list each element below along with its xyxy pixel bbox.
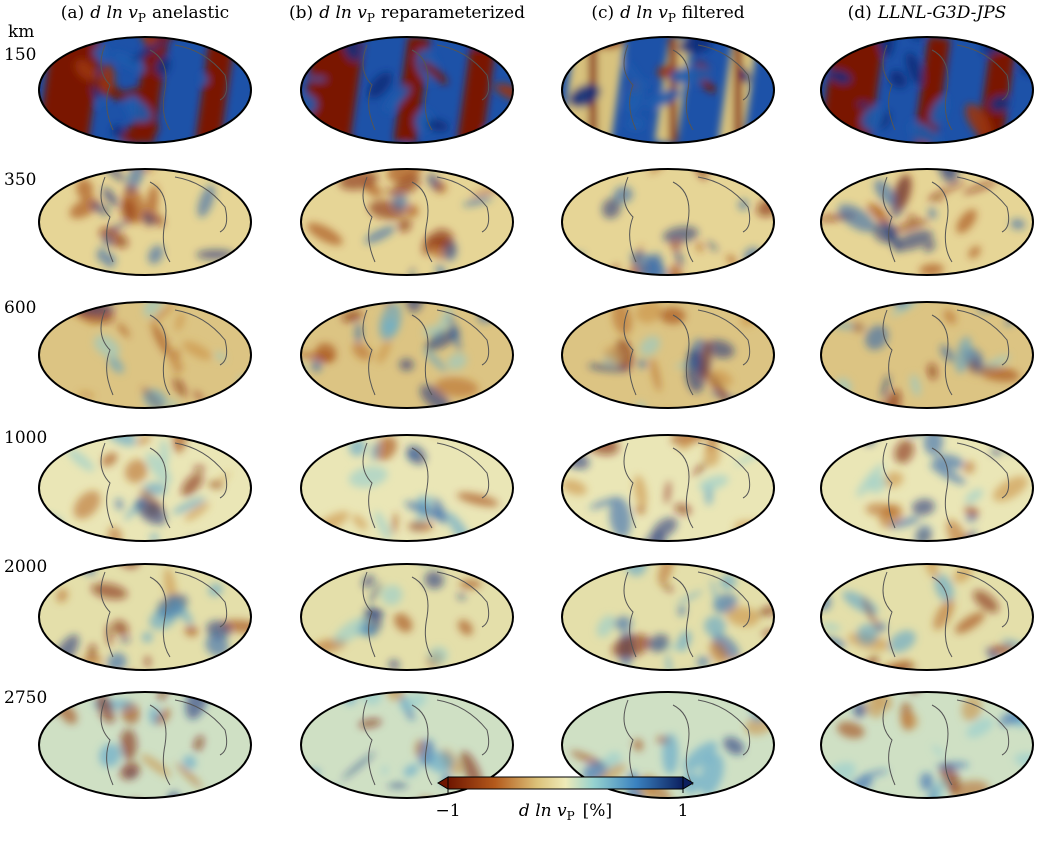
column-title: (d)LLNL-G3D-JPS — [848, 3, 1007, 23]
depth-label: 600 — [4, 298, 36, 318]
map-grid — [29, 0, 1050, 859]
colorbar-label: d ln vP[%] — [519, 801, 612, 823]
map-panel — [561, 1, 774, 193]
colorbar-tick-label: −1 — [435, 801, 460, 821]
depth-unit: km — [8, 22, 34, 42]
depth-label: 350 — [4, 170, 36, 190]
colorbar-bar — [448, 777, 683, 789]
depth-label: 2750 — [4, 688, 47, 708]
map-panel — [817, 647, 1050, 829]
map-panel — [292, 269, 516, 452]
depth-label: 150 — [4, 45, 36, 65]
colorbar-tick-label: 1 — [678, 801, 689, 821]
map-panel — [817, 113, 1033, 324]
colorbar: −1 1 d ln vP[%] — [435, 777, 693, 823]
map-panel — [820, 18, 1051, 181]
figure: km −1 1 d ln vP[%] (a)d ln vPanelastic (b)d… — [0, 0, 1060, 859]
depth-label: 1000 — [4, 428, 47, 448]
depth-label: 2000 — [4, 557, 47, 577]
map-panel — [291, 0, 536, 194]
